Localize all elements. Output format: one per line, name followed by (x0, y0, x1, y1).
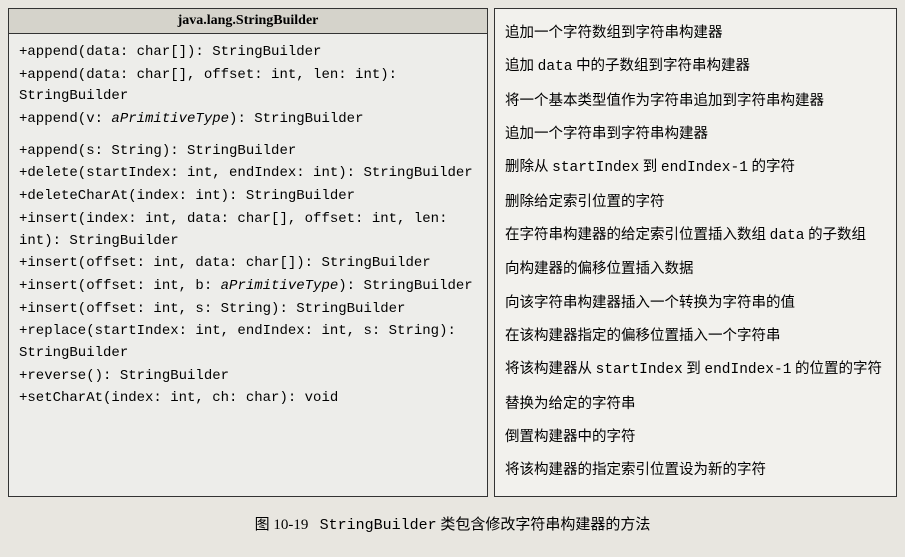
desc-row: 将该构建器从 startIndex 到 endIndex-1 的位置的字符替换为… (505, 353, 886, 421)
method-row: +insert(offset: int, data: char[]): Stri… (19, 253, 477, 275)
desc-text: 的字符 (748, 159, 795, 175)
desc-row: 在该构建器指定的偏移位置插入一个字符串 (505, 320, 886, 353)
desc-row: 向构建器的偏移位置插入数据 (505, 253, 886, 286)
method-row: +insert(offset: int, b: aPrimitiveType):… (19, 276, 477, 298)
methods-body: +append(data: char[]): StringBuilder +ap… (9, 34, 487, 419)
desc-text: 到 (639, 159, 661, 175)
desc-text: 在字符串构建器的给定索引位置插入数组 (505, 227, 770, 243)
method-row: +insert(index: int, data: char[], offset… (19, 209, 477, 252)
method-text: +append(v: (19, 111, 111, 127)
method-text: +insert(offset: int, b: (19, 278, 221, 294)
desc-text: 删除从 (505, 159, 552, 175)
desc-row: 追加 data 中的子数组到字符串构建器 (505, 50, 886, 84)
method-text-italic: aPrimitiveType (221, 278, 339, 294)
method-row: +delete(startIndex: int, endIndex: int):… (19, 163, 477, 185)
method-row: +append(data: char[]): StringBuilder (19, 42, 477, 64)
method-row: +append(v: aPrimitiveType): StringBuilde… (19, 109, 477, 131)
desc-text: 的子数组 (804, 227, 866, 243)
desc-mono: startIndex (596, 362, 683, 378)
desc-mono: data (538, 59, 573, 75)
method-row: +insert(offset: int, s: String): StringB… (19, 299, 477, 321)
desc-row: 删除从 startIndex 到 endIndex-1 的字符 (505, 151, 886, 185)
desc-text: 将该构建器从 (505, 361, 596, 377)
caption-label: 图 10-19 (255, 517, 309, 533)
desc-row: 将该构建器的指定索引位置设为新的字符 (505, 454, 886, 487)
desc-row: 将一个基本类型值作为字符串追加到字符串构建器 (505, 85, 886, 118)
caption-text: 类包含修改字符串构建器的方法 (440, 517, 650, 533)
caption-classname: StringBuilder (320, 517, 437, 534)
figure-caption: 图 10-19 StringBuilder 类包含修改字符串构建器的方法 (8, 513, 897, 534)
desc-mono: endIndex-1 (661, 160, 748, 176)
diagram-container: java.lang.StringBuilder +append(data: ch… (8, 8, 897, 497)
method-text: ): StringBuilder (338, 278, 472, 294)
desc-mono: endIndex-1 (704, 362, 791, 378)
class-header: java.lang.StringBuilder (9, 9, 487, 34)
desc-row: 删除给定索引位置的字符 (505, 186, 886, 219)
desc-text: 中的子数组到字符串构建器 (572, 58, 750, 74)
desc-row: 追加一个字符串到字符串构建器 (505, 118, 886, 151)
desc-row: 向该字符串构建器插入一个转换为字符串的值 (505, 287, 886, 320)
method-row: +reverse(): StringBuilder (19, 366, 477, 388)
desc-text: 到 (683, 361, 705, 377)
method-row: +replace(startIndex: int, endIndex: int,… (19, 321, 477, 364)
method-row: +append(data: char[], offset: int, len: … (19, 65, 477, 108)
desc-row: 倒置构建器中的字符 (505, 421, 886, 454)
method-row: +setCharAt(index: int, ch: char): void (19, 388, 477, 410)
description-panel: 追加一个字符数组到字符串构建器 追加 data 中的子数组到字符串构建器 将一个… (494, 8, 897, 497)
method-row: +append(s: String): StringBuilder (19, 141, 477, 163)
desc-mono: data (770, 228, 805, 244)
desc-row: 追加一个字符数组到字符串构建器 (505, 17, 886, 50)
class-panel: java.lang.StringBuilder +append(data: ch… (8, 8, 488, 497)
desc-text: 追加 (505, 58, 538, 74)
method-text: ): StringBuilder (229, 111, 363, 127)
method-row: +deleteCharAt(index: int): StringBuilder (19, 186, 477, 208)
desc-row: 在字符串构建器的给定索引位置插入数组 data 的子数组 (505, 219, 886, 253)
method-text-italic: aPrimitiveType (111, 111, 229, 127)
desc-mono: startIndex (552, 160, 639, 176)
